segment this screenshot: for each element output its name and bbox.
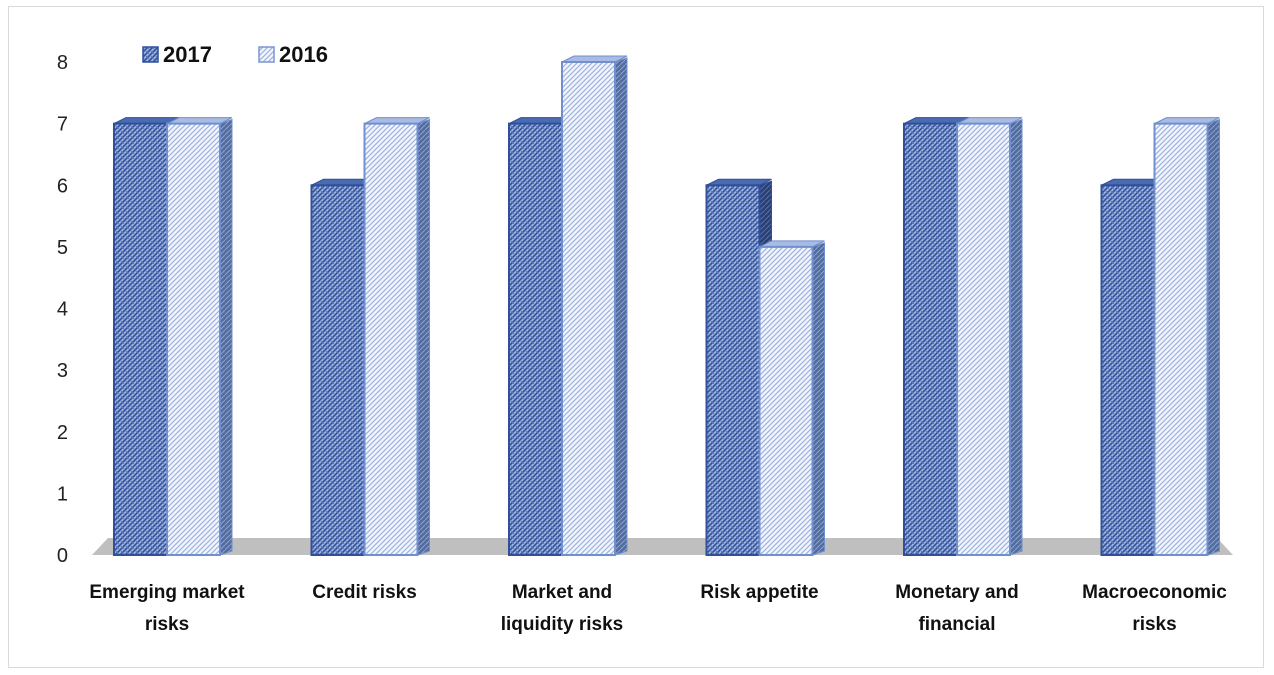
y-tick-label: 2 <box>57 422 68 444</box>
category-label: Macroeconomic <box>1082 582 1227 603</box>
category-label: Credit risks <box>312 582 417 603</box>
legend: 2017 2016 <box>142 42 328 67</box>
category-label: liquidity risks <box>501 614 623 635</box>
category-label: Emerging market <box>89 582 245 603</box>
y-tick-label: 0 <box>57 545 68 567</box>
legend-label-2016: 2016 <box>279 42 328 67</box>
bar-2016-2 <box>561 55 628 556</box>
bar-2017-3 <box>705 178 772 556</box>
y-tick-label: 4 <box>57 299 68 321</box>
bar-2016-4 <box>956 117 1023 556</box>
y-tick-label: 8 <box>57 52 68 74</box>
category-label: Market and <box>512 582 612 603</box>
category-label: risks <box>1132 614 1176 635</box>
category-label: financial <box>918 614 995 635</box>
legend-swatch-2016 <box>258 46 275 63</box>
legend-swatch-2017 <box>142 46 159 63</box>
y-tick-label: 6 <box>57 175 68 197</box>
category-label: Monetary and <box>895 582 1019 603</box>
bar-2016-5 <box>1153 117 1220 556</box>
bar-2016-0 <box>166 117 233 556</box>
bar-2016-1 <box>363 117 430 556</box>
y-tick-label: 5 <box>57 237 68 259</box>
y-tick-label: 1 <box>57 483 68 505</box>
floor-plane <box>92 538 1233 555</box>
bar-2016-3 <box>758 240 825 556</box>
category-label: risks <box>145 614 189 635</box>
y-tick-label: 7 <box>57 114 68 136</box>
y-tick-label: 3 <box>57 360 68 382</box>
category-label: Risk appetite <box>700 582 818 603</box>
legend-label-2017: 2017 <box>163 42 212 67</box>
